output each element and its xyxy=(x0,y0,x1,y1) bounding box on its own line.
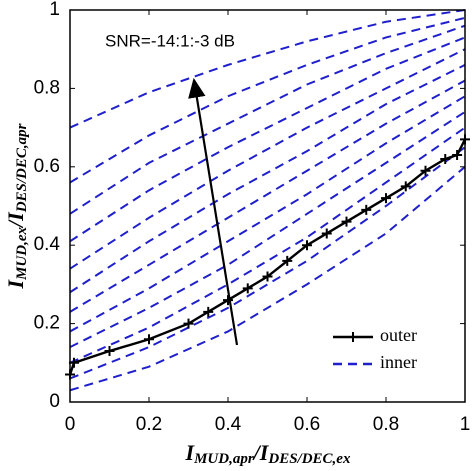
inner-curve xyxy=(69,48,466,270)
outer-marker xyxy=(183,318,194,329)
inner-curve xyxy=(69,9,466,129)
plot-area xyxy=(65,9,470,392)
outer-marker xyxy=(452,150,463,161)
y-tick-label: 0.4 xyxy=(34,234,61,255)
label-subscript: MUD,apr xyxy=(193,451,254,467)
legend-box xyxy=(325,320,455,382)
label-part: I xyxy=(185,440,196,465)
inner-curve xyxy=(69,63,466,294)
outer-marker xyxy=(104,346,115,357)
annotation: SNR=-14:1:-3 dB xyxy=(105,31,235,50)
label-part: /I xyxy=(252,440,270,465)
outer-marker xyxy=(203,306,214,317)
label-subscript: DES/DEC,apr xyxy=(14,123,30,213)
y-tick-label: 0.2 xyxy=(34,313,60,334)
outer-marker xyxy=(262,271,273,282)
y-tick-label: 0.8 xyxy=(34,77,60,98)
inner-curve xyxy=(69,126,466,364)
legend-marker xyxy=(348,332,358,342)
outer-marker xyxy=(321,228,332,239)
inner-curve xyxy=(69,95,466,333)
outer-marker xyxy=(381,193,391,204)
outer-marker xyxy=(282,255,293,266)
y-tick-label: 0.6 xyxy=(34,156,60,177)
x-axis-label: IMUD,apr/IDES/DEC,ex xyxy=(185,440,351,467)
x-tick-label: 0.4 xyxy=(215,414,242,435)
y-tick-label: 0 xyxy=(49,391,60,412)
outer-marker xyxy=(223,295,233,306)
outer-marker xyxy=(361,204,372,215)
label-subscript: DES/DEC,ex xyxy=(267,451,351,467)
x-tick-label: 0.2 xyxy=(136,414,162,435)
inner-curve xyxy=(69,166,466,392)
inner-curve xyxy=(69,79,466,313)
inner-curve xyxy=(69,24,466,215)
x-tick-label: 0 xyxy=(65,414,76,435)
inner-curve xyxy=(69,146,466,380)
y-axis-label: IMUD,ex/IDES/DEC,apr xyxy=(3,123,30,289)
y-tick-label: 1 xyxy=(49,0,60,20)
legend-label: inner xyxy=(380,352,417,372)
inner-curve xyxy=(69,36,466,243)
label-subscript: MUD,ex xyxy=(14,227,30,281)
inner-curve xyxy=(69,111,466,349)
x-tick-label: 0.6 xyxy=(294,414,320,435)
x-tick-label: 0.8 xyxy=(373,414,399,435)
plot-frame xyxy=(69,9,466,403)
outer-marker xyxy=(144,334,154,345)
label-part: I xyxy=(3,278,28,289)
annotation-arrow xyxy=(188,77,239,346)
outer-marker xyxy=(302,240,312,251)
x-tick-label: 1 xyxy=(460,414,471,435)
label-part: /I xyxy=(3,211,28,229)
outer-marker xyxy=(400,181,411,192)
inner-curve xyxy=(69,16,466,184)
outer-marker xyxy=(341,216,352,227)
legend-label: outer xyxy=(380,325,417,345)
outer-curve xyxy=(68,138,467,375)
outer-marker xyxy=(242,283,253,294)
outer-marker xyxy=(420,165,431,176)
outer-marker xyxy=(440,153,451,164)
